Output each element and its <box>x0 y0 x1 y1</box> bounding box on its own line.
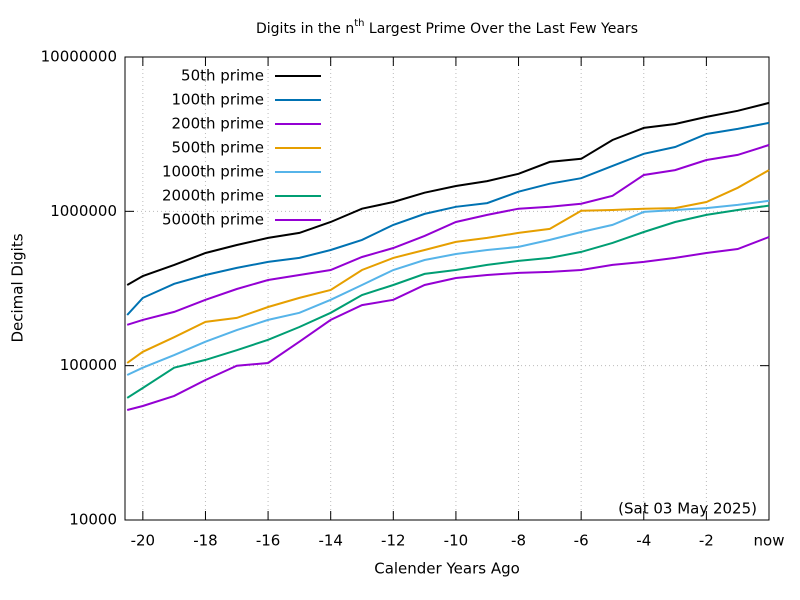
chart-title: Digits in the nth Largest Prime Over the… <box>256 18 638 37</box>
legend-label: 5000th prime <box>162 211 264 229</box>
legend-label: 2000th prime <box>162 187 264 205</box>
x-axis-label: Calender Years Ago <box>374 560 520 578</box>
x-tick-label: -2 <box>699 532 714 550</box>
legend-label: 200th prime <box>172 115 264 133</box>
y-tick-label: 10000 <box>69 511 117 529</box>
legend-label: 100th prime <box>172 91 264 109</box>
series-line <box>126 101 770 286</box>
x-tick-label: -4 <box>636 532 651 550</box>
y-tick-label: 1000000 <box>50 202 117 220</box>
annotation: (Sat 03 May 2025) <box>618 500 757 518</box>
y-axis-label: Decimal Digits <box>9 233 27 342</box>
x-tick-label: -14 <box>318 532 343 550</box>
y-tick-label: 100000 <box>60 356 117 374</box>
x-tick-label: -18 <box>193 532 218 550</box>
x-tick-label: -20 <box>131 532 156 550</box>
y-tick-label: 10000000 <box>41 48 117 66</box>
x-tick-label: -12 <box>381 532 406 550</box>
plot-frame <box>124 56 770 521</box>
legend-label: 500th prime <box>172 139 264 157</box>
series-line <box>126 169 770 364</box>
series-line <box>126 204 770 399</box>
series-line <box>126 199 770 376</box>
legend-label: 50th prime <box>181 67 264 85</box>
x-tick-label: now <box>754 532 785 550</box>
series-line <box>126 121 770 316</box>
x-tick-label: -6 <box>574 532 589 550</box>
legend-label: 1000th prime <box>162 163 264 181</box>
x-tick-label: -10 <box>444 532 469 550</box>
series-line <box>126 144 770 326</box>
series-line <box>126 236 770 411</box>
x-tick-label: -8 <box>511 532 526 550</box>
x-tick-label: -16 <box>256 532 281 550</box>
